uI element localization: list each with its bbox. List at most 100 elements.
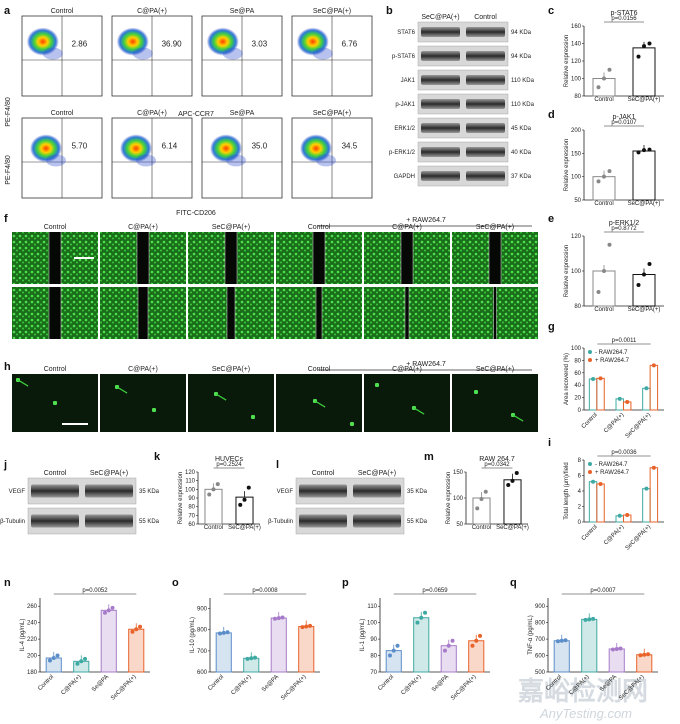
c-y-tick-label: 100	[571, 77, 582, 83]
q-data-point	[614, 646, 619, 651]
q-y-tick-label: 800	[535, 621, 546, 627]
h-condition-label: C@PA(+)	[392, 366, 422, 373]
g-y-tick-label: 40	[574, 383, 581, 389]
panel-label-c: c	[548, 5, 554, 17]
p-data-point	[446, 643, 451, 648]
f-scratch-gap	[405, 287, 409, 339]
c-y-tick-label: 120	[571, 59, 582, 65]
cell-scatter	[42, 47, 63, 60]
c-y-axis-label: Relative expression	[564, 35, 570, 87]
h-condition-label: SeC@PA(+)	[212, 366, 250, 373]
p-bar	[413, 617, 430, 673]
cell-population	[300, 134, 332, 163]
i-data-point	[625, 513, 630, 518]
n-data-point	[106, 608, 111, 613]
panel-label-p: p	[342, 577, 349, 589]
h-tube-branch	[512, 414, 524, 422]
k-x-tick-label: Control	[204, 525, 223, 531]
q-data-point	[591, 616, 596, 621]
q-data-point	[563, 638, 568, 643]
p-y-tick-label: 70	[370, 670, 377, 676]
n-y-tick-label: 180	[27, 670, 38, 676]
n-data-point	[47, 658, 52, 663]
i-legend-label: + RAW264.7	[595, 470, 630, 476]
n-x-tick-label: C@PA(+)	[60, 674, 82, 696]
condition-label: Control	[51, 8, 74, 15]
g-legend-label: + RAW264.7	[595, 358, 630, 364]
h-tube-node	[53, 401, 57, 405]
h-micrograph	[364, 374, 450, 432]
e-data-point	[636, 283, 641, 287]
m-y-tick-label: 100	[453, 496, 464, 502]
panel-label-m: m	[424, 451, 434, 463]
h-tube-node	[152, 408, 156, 412]
i-y-tick-label: 4	[578, 489, 582, 495]
e-p-value: p=0.8772	[611, 226, 637, 232]
p-data-point	[442, 648, 447, 653]
g-y-tick-label: 100	[571, 346, 582, 352]
i-y-tick-label: 8	[578, 458, 582, 464]
d-data-point	[602, 174, 606, 179]
e-data-point	[647, 262, 652, 266]
q-y-tick-label: 700	[535, 637, 546, 643]
g-bar	[596, 377, 605, 411]
f-scratch-gap	[137, 232, 149, 284]
m-y-axis-label: Relative expression	[446, 472, 452, 524]
f-condition-label: Control	[44, 224, 67, 231]
q-bar	[553, 640, 570, 673]
p-data-point	[474, 638, 479, 643]
g-y-tick-label: 0	[578, 408, 582, 414]
g-data-point	[625, 399, 630, 404]
c-bar	[632, 47, 656, 97]
h-condition-label: Control	[308, 366, 331, 373]
d-x-tick-label: SeC@PA(+)	[628, 201, 661, 207]
f-condition-label: Control	[308, 224, 331, 231]
g-y-axis-label: Area recovered (%)	[564, 353, 570, 405]
k-y-tick-label: 110	[185, 479, 195, 485]
g-x-tick-label: SeC@PA(+)	[625, 412, 652, 439]
q-y-tick-label: 900	[535, 604, 546, 610]
q-data-point	[583, 617, 588, 622]
j-column-label: SeC@PA(+)	[90, 470, 128, 477]
cell-population	[120, 134, 152, 163]
n-data-point	[55, 653, 60, 658]
p-data-point	[387, 653, 392, 658]
panel-label-d: d	[548, 109, 555, 121]
h-micrograph	[188, 374, 274, 432]
b-size-label: 110 KDa	[511, 78, 535, 84]
o-x-tick-label: Se@PA	[261, 674, 280, 693]
p-data-point	[423, 610, 428, 615]
panel-label-o: o	[172, 577, 179, 589]
h-tube-branch	[314, 400, 326, 408]
condition-label: SeC@PA(+)	[313, 110, 351, 117]
c-x-tick-label: Control	[594, 97, 613, 103]
e-bar	[632, 274, 656, 307]
d-data-point	[642, 148, 646, 153]
a-xlabel-row1: APC-CCR7	[178, 111, 214, 118]
p-x-tick-label: Se@PA	[431, 674, 450, 693]
o-data-point	[308, 623, 313, 628]
cell-population	[206, 27, 239, 56]
p-data-point	[415, 620, 420, 625]
panel-label-b: b	[386, 5, 393, 17]
p-x-tick-label: C@PA(+)	[400, 674, 422, 696]
quadrant-percentage: 6.14	[162, 141, 178, 150]
l-band	[353, 484, 401, 498]
h-tube-branch	[215, 393, 227, 401]
n-data-point	[75, 661, 80, 666]
e-x-tick-label: SeC@PA(+)	[628, 307, 661, 313]
j-band	[85, 484, 133, 498]
g-x-tick-label: C@PA(+)	[603, 412, 625, 434]
g-p-value: p=0.0011	[612, 338, 637, 344]
i-bar	[649, 467, 659, 523]
cell-scatter	[132, 47, 153, 60]
b-protein-label: p-ERK1/2	[389, 150, 416, 156]
b-size-label: 40 KDa	[511, 150, 532, 156]
i-x-tick-label: C@PA(+)	[603, 524, 625, 546]
l-size-label: 55 KDa	[407, 519, 428, 525]
b-size-label: 45 KDa	[511, 126, 532, 132]
m-x-tick-label: SeC@PA(+)	[496, 525, 529, 531]
j-band	[31, 484, 79, 498]
quadrant-percentage: 2.86	[72, 39, 88, 48]
